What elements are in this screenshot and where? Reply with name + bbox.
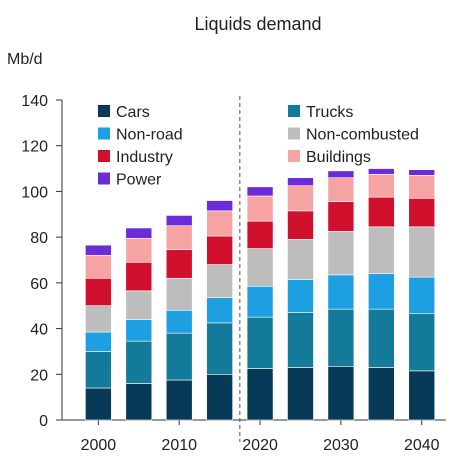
bar-segment-cars-2035	[368, 367, 395, 421]
bar-segment-industry-2015	[206, 235, 233, 265]
x-tick-label: 2030	[323, 437, 359, 454]
legend-label-non-road: Non-road	[116, 127, 183, 144]
legend-label-industry: Industry	[116, 149, 173, 166]
bar-segment-trucks-2005	[125, 340, 153, 384]
y-tick-label: 60	[30, 276, 48, 293]
y-tick-label: 80	[30, 230, 48, 247]
bar-segment-non-road-2010	[165, 309, 193, 334]
legend-label-trucks: Trucks	[306, 104, 353, 121]
legend-swatch-power	[98, 172, 110, 185]
bar-segment-buildings-2000	[85, 255, 112, 279]
y-axis-unit-label: Mb/d	[7, 51, 43, 68]
bar-segment-non-combusted-2015	[206, 264, 233, 299]
bar-segment-power-2025	[287, 177, 314, 187]
bar-segment-trucks-2030	[327, 308, 355, 367]
bar-segment-buildings-2005	[125, 237, 153, 263]
bar-segment-buildings-2020	[246, 195, 274, 222]
x-tick-label: 2000	[81, 437, 117, 454]
y-tick-label: 100	[21, 184, 48, 201]
bar-segment-non-combusted-2030	[327, 231, 355, 276]
bar-segment-trucks-2040	[408, 313, 436, 372]
bar-segment-cars-2030	[327, 365, 355, 421]
bar-segment-power-2015	[206, 200, 233, 212]
legend-swatch-non-combusted	[288, 127, 300, 140]
legend-label-power: Power	[116, 172, 162, 189]
legend-swatch-industry	[98, 150, 110, 162]
bar-segment-power-2035	[368, 168, 395, 175]
bar-segment-industry-2040	[408, 197, 436, 228]
bar-segment-buildings-2015	[206, 210, 233, 237]
bar-segment-non-road-2040	[408, 276, 436, 315]
bar-segment-power-2010	[165, 215, 193, 227]
bar-segment-cars-2000	[85, 387, 112, 421]
bar-segment-buildings-2035	[368, 173, 395, 198]
bar-segment-trucks-2015	[206, 322, 233, 375]
bar-segment-industry-2035	[368, 196, 395, 228]
bar-segment-power-2000	[85, 244, 112, 256]
bar-segment-non-combusted-2010	[165, 277, 193, 311]
bar-segment-trucks-2035	[368, 308, 395, 368]
bar-segment-industry-2020	[246, 220, 274, 249]
bar-segment-industry-2000	[85, 277, 112, 307]
bar-segment-non-road-2020	[246, 285, 274, 318]
bar-segment-power-2005	[125, 227, 153, 239]
legend-swatch-buildings	[288, 150, 300, 162]
legend-swatch-trucks	[288, 105, 300, 117]
bar-segment-non-road-2035	[368, 273, 395, 310]
bar-segment-cars-2040	[408, 370, 436, 421]
chart-title: Liquids demand	[194, 14, 321, 34]
x-tick-label: 2010	[161, 437, 197, 454]
bar-segment-industry-2005	[125, 261, 153, 292]
bar-segment-cars-2015	[206, 373, 233, 421]
legend-label-buildings: Buildings	[306, 149, 371, 166]
bar-segment-trucks-2000	[85, 351, 112, 389]
y-tick-label: 140	[21, 93, 48, 110]
bar-segment-power-2020	[246, 186, 274, 197]
bar-segment-non-combusted-2005	[125, 290, 153, 320]
x-tick-label: 2020	[242, 437, 278, 454]
bar-segment-non-combusted-2035	[368, 226, 395, 275]
bar-segment-trucks-2020	[246, 316, 274, 369]
bar-segment-buildings-2025	[287, 185, 314, 212]
bar-segment-trucks-2010	[165, 332, 193, 381]
bar-segment-industry-2030	[327, 201, 355, 232]
y-tick-label: 120	[21, 139, 48, 156]
y-tick-label: 0	[39, 413, 48, 430]
bar-segment-trucks-2025	[287, 312, 314, 368]
legend-label-cars: Cars	[116, 104, 150, 121]
bar-segment-non-combusted-2025	[287, 239, 314, 280]
bar-segment-buildings-2010	[165, 225, 193, 251]
bar-segment-power-2040	[408, 169, 436, 176]
bar-segment-non-road-2005	[125, 319, 153, 342]
bar-segment-non-road-2025	[287, 279, 314, 313]
legend-swatch-cars	[98, 105, 110, 117]
bar-segment-buildings-2030	[327, 177, 355, 203]
y-tick-label: 20	[30, 367, 48, 384]
bar-segment-industry-2010	[165, 249, 193, 279]
bar-segment-non-road-2015	[206, 297, 233, 324]
bar-segment-buildings-2040	[408, 175, 436, 199]
bar-segment-non-combusted-2020	[246, 248, 274, 287]
y-tick-label: 40	[30, 322, 48, 339]
bar-segment-cars-2020	[246, 368, 274, 421]
bar-segment-cars-2010	[165, 379, 193, 421]
bar-segment-power-2030	[327, 170, 355, 179]
bar-segment-non-combusted-2000	[85, 305, 112, 333]
bar-segment-cars-2025	[287, 367, 314, 421]
bar-segment-non-road-2030	[327, 274, 355, 310]
x-tick-label: 2040	[404, 437, 440, 454]
bar-segment-cars-2005	[125, 383, 153, 421]
bar-segment-industry-2025	[287, 210, 314, 240]
legend-swatch-non-road	[98, 127, 110, 140]
bar-segment-non-combusted-2040	[408, 226, 436, 278]
bar-segment-non-road-2000	[85, 331, 112, 352]
legend-label-non-combusted: Non-combusted	[306, 127, 419, 144]
